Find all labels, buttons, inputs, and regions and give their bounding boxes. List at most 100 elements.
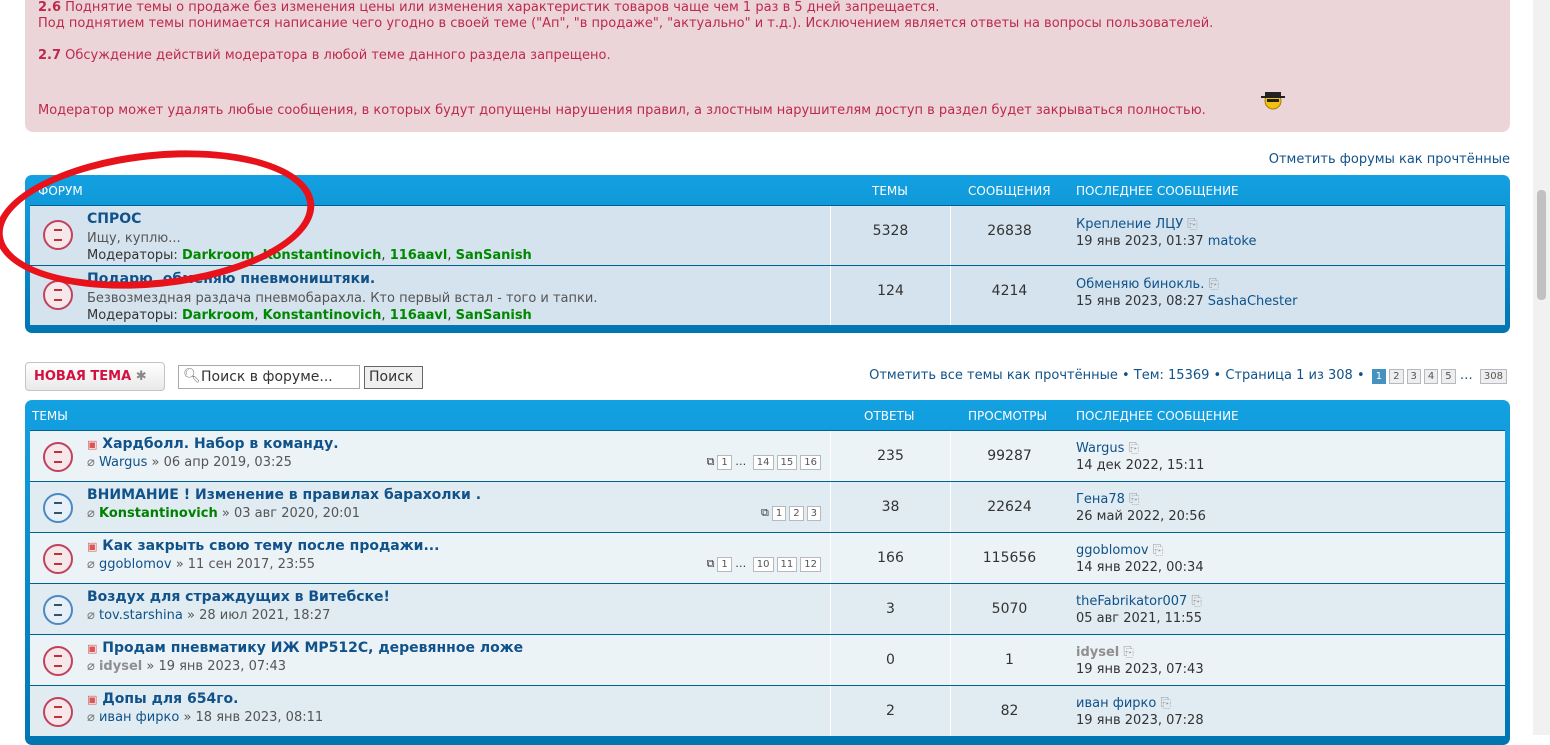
forum-title-link[interactable]: Подарю, обменяю пневмоништяки.	[87, 271, 376, 287]
topic-page-link[interactable]: 2	[789, 506, 804, 521]
page-link[interactable]: 308	[1479, 369, 1507, 384]
topic-title-link[interactable]: Как закрыть свою тему после продажи...	[102, 538, 440, 554]
views-cell: 99287	[950, 431, 1068, 481]
view-latest-post-icon[interactable]: ⎘	[1123, 645, 1134, 660]
new-topic-button[interactable]: НОВАЯ ТЕМА ✱	[25, 362, 165, 391]
star-icon: ✱	[135, 369, 147, 384]
mark-topics-read-link[interactable]: Отметить все темы как прочтённые	[869, 368, 1118, 383]
topic-page-link[interactable]: 11	[776, 557, 798, 572]
last-post-user-link[interactable]: SashaChester	[1207, 294, 1298, 309]
topic-author-link[interactable]: tov.starshina	[98, 608, 183, 623]
view-latest-post-icon[interactable]: ⎘	[1152, 543, 1164, 558]
views-count: 115656	[982, 550, 1037, 566]
replies-cell: 0	[830, 635, 950, 685]
topics-count: Тем: 15369	[1133, 368, 1210, 383]
last-post-date: 05 авг 2021, 11:55	[1076, 611, 1203, 626]
topic-page-link[interactable]: 14	[752, 455, 774, 470]
topic-page-link[interactable]: 1	[717, 557, 732, 572]
topic-title-wrap: Воздух для страждущих в Витебске!	[87, 589, 390, 605]
moderator-link[interactable]: Konstantinovich	[262, 248, 382, 263]
topic-author-link[interactable]: idysel	[98, 659, 143, 674]
topic-meta: ⌀ Wargus » 06 апр 2019, 03:25	[87, 455, 292, 470]
views-count: 99287	[987, 448, 1032, 464]
edit-note-icon: ▣	[87, 438, 98, 451]
topic-author-link[interactable]: иван фирко	[98, 710, 180, 725]
topic-title-link[interactable]: Продам пневматику ИЖ МР512С, деревянное …	[102, 640, 524, 656]
views-count: 22624	[987, 499, 1032, 515]
topic-page-link[interactable]: 12	[800, 557, 821, 572]
last-post-user-link[interactable]: Wargus	[1076, 441, 1125, 456]
topic-author-link[interactable]: ggoblomov	[98, 557, 172, 572]
mark-forums-read-link[interactable]: Отметить форумы как прочтённые	[1268, 152, 1510, 167]
topic-title-link[interactable]: Хардболл. Набор в команду.	[102, 436, 339, 452]
topics-table: Темы Ответы Просмотры Последнее сообщени…	[25, 400, 1510, 745]
topic-title-link[interactable]: ВНИМАНИЕ ! Изменение в правилах барахолк…	[87, 487, 482, 503]
topic-page-link[interactable]: 1	[771, 506, 787, 521]
moderator-link[interactable]: SanSanish	[455, 308, 532, 323]
attachment-icon: ⌀	[87, 659, 95, 674]
last-post-user-link[interactable]: matoke	[1207, 234, 1257, 249]
header-replies: Ответы	[864, 409, 915, 423]
scrollbar-thumb[interactable]	[1537, 190, 1546, 300]
new-topic-label: НОВАЯ ТЕМА	[34, 369, 132, 384]
topic-author-link[interactable]: Wargus	[98, 455, 148, 470]
topic-page-link[interactable]: 16	[800, 455, 821, 470]
last-post-user-link[interactable]: theFabrikator007	[1076, 594, 1188, 609]
last-post: иван фирко ⎘ 19 янв 2023, 07:28	[1076, 695, 1204, 729]
last-post-date: 19 янв 2023, 01:37	[1076, 234, 1204, 249]
topics-count: 5328	[872, 223, 909, 239]
topic-page-link[interactable]: 15	[776, 455, 798, 470]
view-latest-post-icon[interactable]: ⎘	[1187, 217, 1198, 232]
page-link[interactable]: 2	[1389, 369, 1404, 384]
last-post-title-link[interactable]: Крепление ЛЦУ	[1076, 217, 1184, 232]
page-link[interactable]: 1	[1371, 369, 1387, 384]
forum-title-link[interactable]: СПРОС	[87, 211, 142, 227]
last-post: idysel ⎘ 19 янв 2023, 07:43	[1076, 644, 1204, 678]
last-post-title-link[interactable]: Обменяю бинокль.	[1076, 277, 1205, 292]
view-latest-post-icon[interactable]: ⎘	[1128, 441, 1139, 456]
last-post-user-link[interactable]: ggoblomov	[1076, 543, 1149, 558]
topic-title-link[interactable]: Воздух для страждущих в Витебске!	[87, 589, 390, 605]
last-post-date: 19 янв 2023, 07:28	[1076, 713, 1204, 728]
view-latest-post-icon[interactable]: ⎘	[1160, 696, 1171, 711]
page-link[interactable]: 3	[1406, 369, 1421, 384]
edit-note-icon: ▣	[87, 642, 98, 655]
moderator-link[interactable]: 116aavl	[389, 308, 448, 323]
header-topics: Темы	[872, 184, 908, 198]
posts-count-cell: 4214	[950, 266, 1068, 325]
header-posts: Сообщения	[968, 184, 1051, 198]
search-button[interactable]: Поиск	[364, 366, 423, 389]
view-latest-post-icon[interactable]: ⎘	[1208, 277, 1219, 292]
view-latest-post-icon[interactable]: ⎘	[1129, 492, 1140, 507]
topic-author-link[interactable]: Konstantinovich	[98, 506, 218, 521]
forum-search-input[interactable]: 🔍︎ Поиск в форуме...	[178, 365, 360, 389]
forum-rules-box: 2.6 Поднятие темы о продаже без изменени…	[25, 0, 1510, 132]
last-post-user-link[interactable]: Гена78	[1076, 492, 1125, 507]
topic-page-link[interactable]: 10	[752, 557, 774, 572]
pagination-bar: Отметить все темы как прочтённые • Тем: …	[869, 368, 1507, 384]
moderator-link[interactable]: Darkroom	[181, 308, 255, 323]
topic-page-link[interactable]: 3	[806, 506, 821, 521]
header-forum: Форум	[38, 184, 83, 198]
last-post-date: 14 янв 2022, 00:34	[1076, 560, 1204, 575]
page-link[interactable]: 4	[1423, 369, 1439, 384]
moderator-link[interactable]: Konstantinovich	[262, 308, 382, 323]
moderator-link[interactable]: Darkroom	[181, 248, 255, 263]
topic-row: ▣ Как закрыть свою тему после продажи...…	[30, 532, 1505, 583]
moderator-link[interactable]: SanSanish	[455, 248, 532, 263]
rule-text: Обсуждение действий модератора в любой т…	[61, 48, 611, 63]
topic-pagination: ⧉ 1 … 14 15 16	[707, 455, 821, 470]
moderator-link[interactable]: 116aavl	[389, 248, 448, 263]
last-post: Wargus ⎘ 14 дек 2022, 15:11	[1076, 440, 1204, 474]
posts-count: 4214	[991, 283, 1028, 299]
edit-note-icon: ▣	[87, 540, 98, 553]
scrollbar[interactable]	[1533, 0, 1550, 735]
replies-count: 3	[886, 601, 895, 617]
views-count: 82	[1000, 703, 1019, 719]
last-post-user-link[interactable]: иван фирко	[1076, 696, 1157, 711]
topic-title-link[interactable]: Допы для 654го.	[102, 691, 239, 707]
topic-page-link[interactable]: 1	[717, 455, 732, 470]
last-post-user-link[interactable]: idysel	[1076, 645, 1120, 660]
view-latest-post-icon[interactable]: ⎘	[1191, 594, 1202, 609]
page-link[interactable]: 5	[1441, 369, 1456, 384]
